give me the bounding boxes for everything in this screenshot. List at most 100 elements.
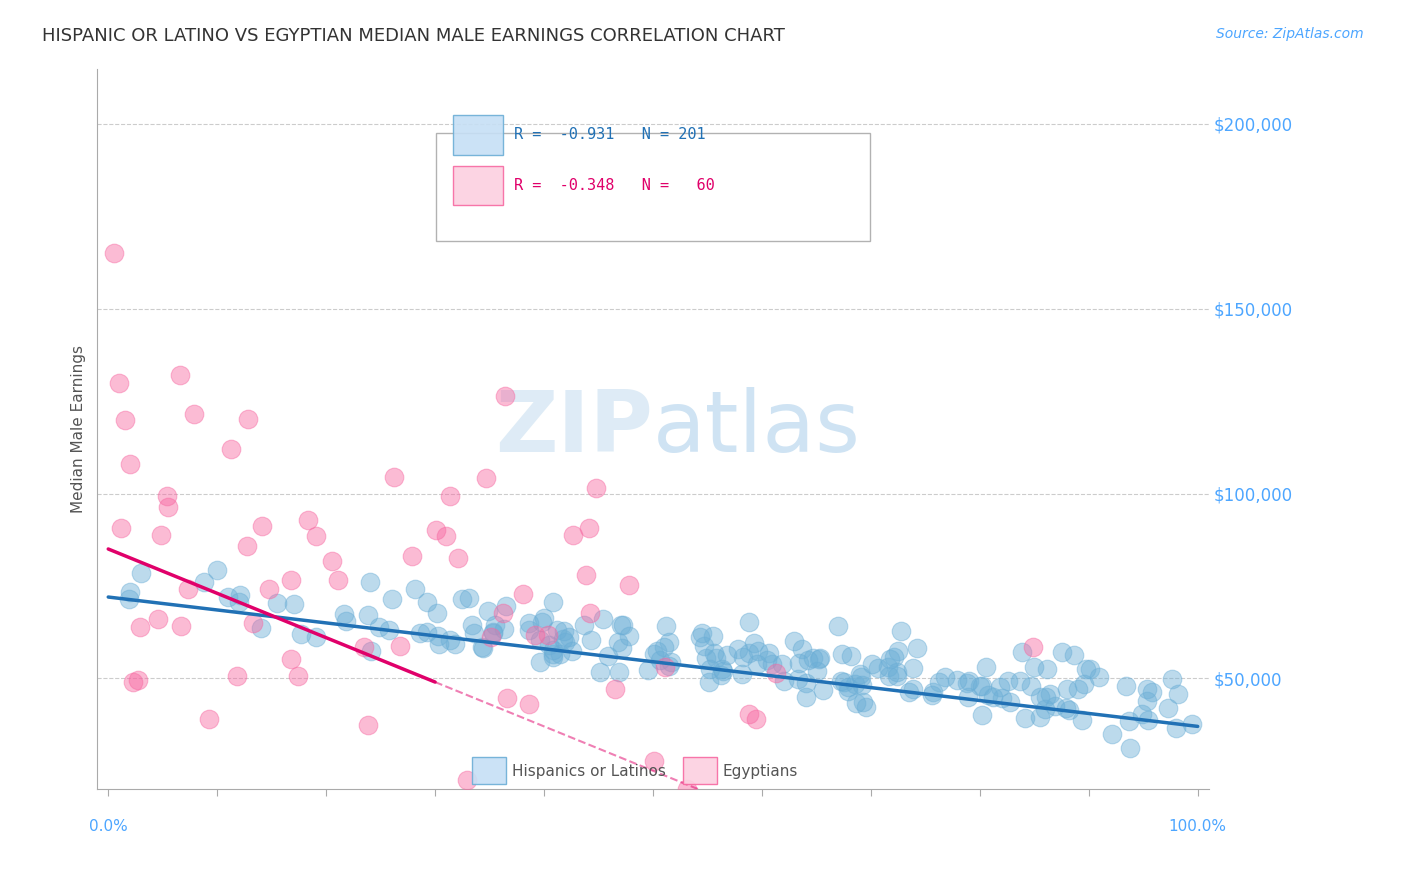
Point [548, 647, 571, 661]
Point [655, 619, 678, 633]
Point [114, 412, 136, 426]
Point [738, 707, 761, 722]
Point [1136, 694, 1159, 708]
Point [183, 407, 205, 421]
Point [877, 669, 900, 683]
Point [463, 626, 485, 640]
Point [704, 650, 727, 665]
Point [122, 675, 145, 690]
Point [157, 500, 180, 515]
Point [848, 666, 870, 681]
Point [519, 697, 541, 711]
Text: R =  -0.348   N =   60: R = -0.348 N = 60 [515, 178, 714, 194]
Y-axis label: Median Male Earnings: Median Male Earnings [72, 345, 86, 513]
Point [110, 521, 132, 535]
Point [612, 617, 634, 632]
Point [579, 606, 602, 620]
Point [690, 625, 713, 640]
Point [512, 587, 534, 601]
FancyBboxPatch shape [436, 134, 870, 242]
Point [129, 566, 152, 581]
Point [575, 567, 598, 582]
Point [266, 596, 288, 610]
Point [541, 647, 564, 661]
Text: ZIP: ZIP [495, 387, 652, 470]
Point [381, 592, 404, 607]
Point [851, 678, 873, 692]
Point [553, 624, 575, 638]
Point [529, 655, 551, 669]
Point [280, 651, 302, 665]
Point [610, 641, 633, 656]
Point [592, 612, 614, 626]
Point [492, 623, 515, 637]
Point [585, 481, 607, 495]
Point [970, 679, 993, 693]
Point [236, 539, 259, 553]
Point [1022, 640, 1045, 655]
Point [756, 653, 779, 667]
Text: 100.0%: 100.0% [1168, 819, 1226, 834]
Point [554, 635, 576, 649]
Point [689, 630, 711, 644]
Point [297, 513, 319, 527]
Point [658, 658, 681, 673]
Point [997, 674, 1019, 689]
Point [1050, 645, 1073, 659]
Point [860, 657, 883, 672]
Point [969, 679, 991, 693]
Point [738, 615, 761, 629]
FancyBboxPatch shape [472, 756, 506, 784]
Point [738, 646, 761, 660]
Point [609, 617, 631, 632]
Point [257, 582, 280, 597]
Point [434, 529, 457, 543]
Point [1140, 684, 1163, 698]
Point [326, 574, 349, 588]
Point [808, 652, 831, 666]
Text: Source: ZipAtlas.com: Source: ZipAtlas.com [1216, 27, 1364, 41]
Point [456, 773, 478, 788]
Point [855, 699, 877, 714]
Point [697, 674, 720, 689]
Point [772, 673, 794, 688]
Point [787, 656, 810, 670]
Point [928, 675, 950, 690]
Point [922, 685, 945, 699]
Text: Hispanics or Latinos: Hispanics or Latinos [512, 764, 665, 779]
Point [250, 518, 273, 533]
Point [733, 649, 755, 664]
Point [118, 457, 141, 471]
Point [787, 672, 810, 686]
Point [228, 595, 250, 609]
Point [650, 653, 672, 667]
Point [887, 643, 910, 657]
Point [1135, 682, 1157, 697]
Point [290, 627, 312, 641]
Point [541, 643, 564, 657]
Point [903, 681, 925, 696]
Point [658, 635, 681, 649]
Point [1039, 687, 1062, 701]
Point [524, 628, 547, 642]
Point [811, 682, 834, 697]
Point [827, 619, 849, 633]
Point [148, 612, 170, 626]
Text: R =  -0.931   N = 201: R = -0.931 N = 201 [515, 128, 706, 143]
Point [747, 643, 769, 657]
Point [806, 664, 828, 678]
Point [409, 625, 432, 640]
Point [118, 591, 141, 606]
Point [974, 660, 997, 674]
Point [934, 669, 956, 683]
Point [401, 549, 423, 563]
Point [333, 607, 356, 622]
Point [447, 551, 470, 566]
Point [546, 623, 568, 637]
Point [1130, 706, 1153, 721]
Point [831, 647, 853, 661]
Point [790, 641, 813, 656]
Point [439, 489, 461, 503]
Point [956, 676, 979, 690]
Point [886, 669, 908, 683]
